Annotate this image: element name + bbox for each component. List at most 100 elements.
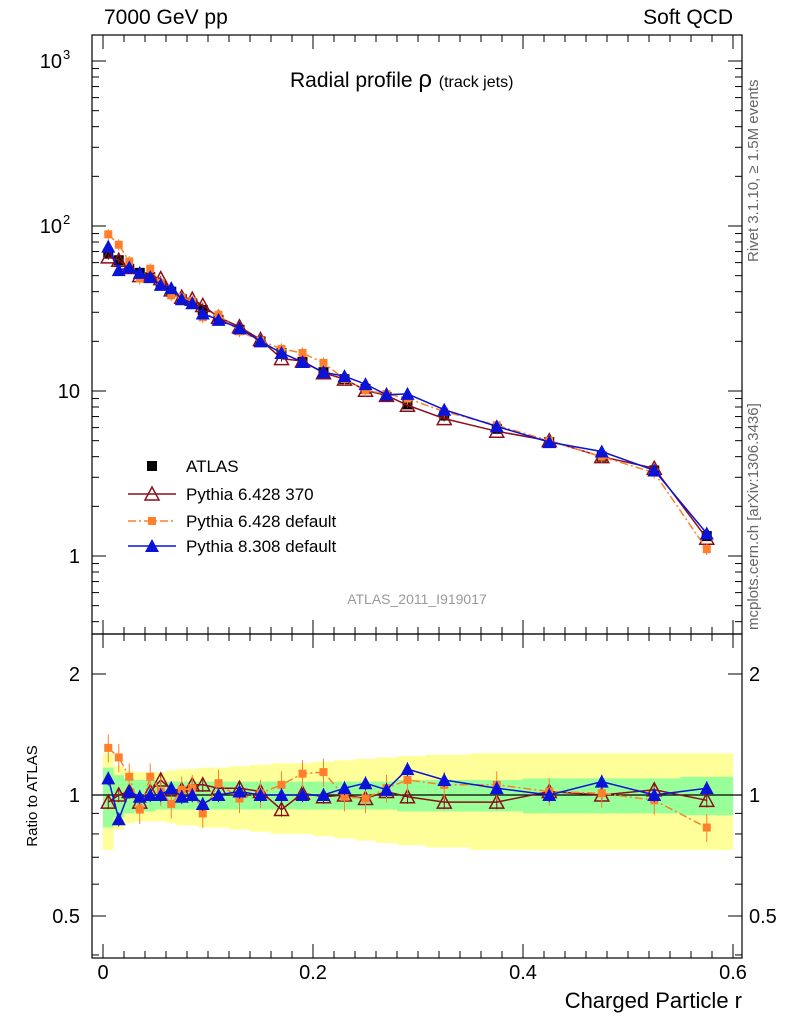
data-point xyxy=(99,248,117,264)
data-point xyxy=(702,545,711,554)
ratio-point xyxy=(125,772,134,781)
legend-entry-2: Pythia 6.428 default xyxy=(128,512,337,531)
ratio-point xyxy=(198,809,207,818)
data-point xyxy=(542,435,557,449)
series-main-3 xyxy=(101,239,714,540)
data-point xyxy=(399,396,416,412)
ratio-point xyxy=(435,793,453,809)
ratio-point xyxy=(111,812,126,826)
y-tick-label-exponent: 2 xyxy=(63,212,70,227)
x-tick-label: 0 xyxy=(97,962,108,984)
data-point xyxy=(143,270,158,284)
legend-label: Pythia 6.428 default xyxy=(186,512,337,531)
ratio-point xyxy=(379,782,394,796)
data-point xyxy=(699,526,714,540)
data-point xyxy=(298,348,307,357)
data-point xyxy=(101,239,116,253)
ratio-point xyxy=(319,768,328,777)
plot-frames xyxy=(91,34,743,959)
ratio-point xyxy=(253,788,268,801)
analysis-id: ATLAS_2011_I919017 xyxy=(347,591,487,607)
data-point xyxy=(400,386,415,400)
ratio-point xyxy=(277,780,286,789)
y-tick-label-ratio-right: 2 xyxy=(749,664,760,686)
data-point xyxy=(153,277,168,291)
ratio-point xyxy=(174,789,189,803)
ratio-point xyxy=(273,800,290,817)
x-tick-label: 0.6 xyxy=(719,962,747,984)
ratio-point xyxy=(337,781,352,795)
ratio-panel-series xyxy=(99,734,716,843)
ratio-point xyxy=(274,788,289,801)
data-point xyxy=(164,281,179,295)
legend-entry-0: ATLAS xyxy=(147,457,239,476)
chart-title: Radial profile ρ (track jets) xyxy=(290,66,513,93)
data-point xyxy=(316,365,331,379)
x-tick-label: 0.2 xyxy=(299,962,327,984)
data-point xyxy=(103,248,114,259)
ratio-point xyxy=(316,788,331,801)
data-point xyxy=(185,296,200,310)
legend-entry-1: Pythia 6.428 370 xyxy=(128,485,314,504)
header-right: Soft QCD xyxy=(643,6,733,29)
ratio-point xyxy=(164,781,179,795)
ratio-point xyxy=(135,805,144,814)
legend-entry-3: Pythia 8.308 default xyxy=(128,537,337,556)
ratio-point xyxy=(400,762,415,776)
ratio-point xyxy=(340,792,349,801)
ratio-y-axis-label: Ratio to ATLAS xyxy=(24,745,41,846)
ratio-point xyxy=(298,769,307,778)
data-point xyxy=(358,377,373,391)
ratio-point xyxy=(143,788,158,801)
data-point xyxy=(114,240,123,249)
series-ratio-line xyxy=(107,778,707,811)
data-point xyxy=(489,419,504,433)
data-point xyxy=(361,386,370,395)
y-tick-label-exponent: 3 xyxy=(63,47,70,62)
ratio-point xyxy=(698,791,716,808)
data-point xyxy=(174,292,189,306)
data-point xyxy=(167,291,176,300)
data-point xyxy=(211,312,226,326)
ratio-point xyxy=(132,789,147,803)
data-point xyxy=(337,369,352,383)
ratio-point xyxy=(489,781,504,795)
y-tick-label-ratio-right: 1 xyxy=(749,785,760,807)
ratio-point xyxy=(699,781,714,795)
ratio-point xyxy=(399,788,416,804)
ratio-point xyxy=(647,788,662,801)
ratio-point xyxy=(597,789,606,798)
data-point xyxy=(274,345,289,359)
data-point xyxy=(295,354,310,368)
y-tick-label-main: 1 xyxy=(69,546,80,568)
ratio-point xyxy=(194,776,212,792)
data-point xyxy=(195,306,210,320)
data-point xyxy=(647,463,662,477)
ratio-point xyxy=(110,786,128,802)
series-ratio-3 xyxy=(101,762,714,827)
ratio-point xyxy=(153,788,168,801)
data-point xyxy=(232,321,247,335)
data-point xyxy=(111,263,126,277)
y-tick-label-ratio-right: 0.5 xyxy=(749,906,777,928)
ratio-point xyxy=(122,784,137,798)
ratio-point xyxy=(358,776,373,790)
data-point xyxy=(435,410,453,426)
x-axis-label: Charged Particle r xyxy=(565,988,742,1013)
main-panel-series xyxy=(99,228,716,556)
legend-marker xyxy=(145,539,159,552)
ratio-point xyxy=(185,788,200,801)
y-tick-label-ratio: 0.5 xyxy=(52,906,80,928)
ratio-point xyxy=(104,743,113,752)
ratio-point xyxy=(195,796,210,810)
ratio-point xyxy=(101,771,116,785)
data-point xyxy=(132,265,147,279)
ratio-point xyxy=(167,799,176,808)
legend-marker xyxy=(148,517,156,525)
ratio-point xyxy=(437,772,452,786)
data-point xyxy=(122,260,137,274)
ratio-point xyxy=(542,788,557,801)
data-point xyxy=(437,402,452,416)
